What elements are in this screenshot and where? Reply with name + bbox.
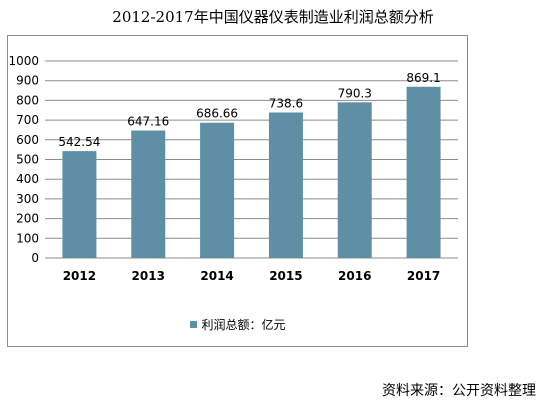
y-tick-label: 200 (16, 212, 39, 226)
chart-title: 2012-2017年中国仪器仪表制造业利润总额分析 (112, 8, 434, 26)
data-label: 647.16 (127, 115, 169, 129)
data-label: 869.1 (406, 71, 440, 85)
y-tick-label: 1000 (8, 54, 39, 68)
y-tick-label: 300 (16, 192, 39, 206)
x-tick-label: 2017 (407, 269, 440, 283)
y-tick-label: 500 (16, 153, 39, 167)
bar (131, 130, 166, 258)
legend-label: 利润总额：亿元 (201, 318, 286, 332)
legend-swatch (190, 321, 198, 328)
y-tick-label: 900 (16, 74, 39, 88)
x-tick-label: 2012 (63, 269, 96, 283)
y-tick-label: 100 (16, 231, 39, 245)
data-label: 542.54 (58, 135, 100, 149)
data-label: 738.6 (269, 96, 303, 110)
data-label: 790.3 (338, 86, 372, 100)
bar (200, 122, 235, 258)
x-tick-label: 2014 (200, 269, 233, 283)
bar (62, 151, 97, 258)
y-tick-label: 800 (16, 93, 39, 107)
y-tick-label: 0 (31, 251, 39, 265)
data-label: 686.66 (196, 107, 238, 121)
legend: 利润总额：亿元 (0, 316, 476, 333)
x-tick-label: 2013 (132, 269, 165, 283)
source-note: 资料来源：公开资料整理 (382, 383, 536, 399)
bar (268, 112, 303, 259)
x-tick-label: 2015 (269, 269, 302, 283)
y-tick-label: 400 (16, 172, 39, 186)
y-tick-label: 700 (16, 113, 39, 127)
bar (337, 102, 372, 258)
x-tick-label: 2016 (338, 269, 371, 283)
y-tick-label: 600 (16, 133, 39, 147)
bar (406, 86, 441, 259)
